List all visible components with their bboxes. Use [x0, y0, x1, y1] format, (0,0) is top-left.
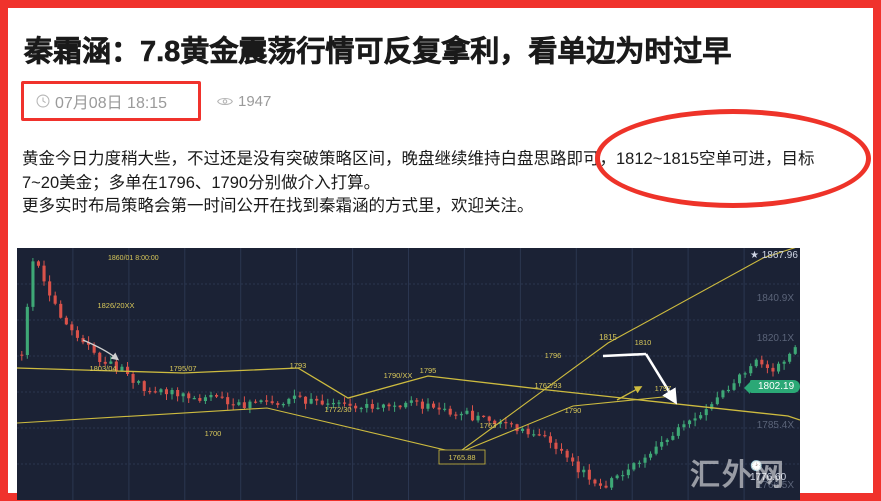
svg-text:1815: 1815: [599, 333, 617, 342]
svg-text:1772/30: 1772/30: [324, 405, 351, 414]
svg-text:1796: 1796: [545, 351, 562, 360]
svg-text:1790: 1790: [565, 406, 582, 415]
svg-text:1860/01 8:00:00: 1860/01 8:00:00: [108, 255, 159, 262]
svg-text:1795: 1795: [420, 366, 437, 375]
svg-text:1763: 1763: [480, 421, 497, 430]
svg-text:1803/04: 1803/04: [89, 364, 116, 373]
svg-text:1797: 1797: [655, 384, 672, 393]
svg-text:1795/07: 1795/07: [169, 364, 196, 373]
svg-text:1810: 1810: [635, 338, 652, 347]
svg-text:1790/XX: 1790/XX: [384, 371, 413, 380]
svg-text:1762/93: 1762/93: [534, 381, 561, 390]
svg-text:1765.88: 1765.88: [448, 453, 475, 462]
svg-text:1700: 1700: [205, 429, 222, 438]
svg-text:1826/20XX: 1826/20XX: [97, 301, 134, 310]
svg-text:1793: 1793: [290, 361, 307, 370]
